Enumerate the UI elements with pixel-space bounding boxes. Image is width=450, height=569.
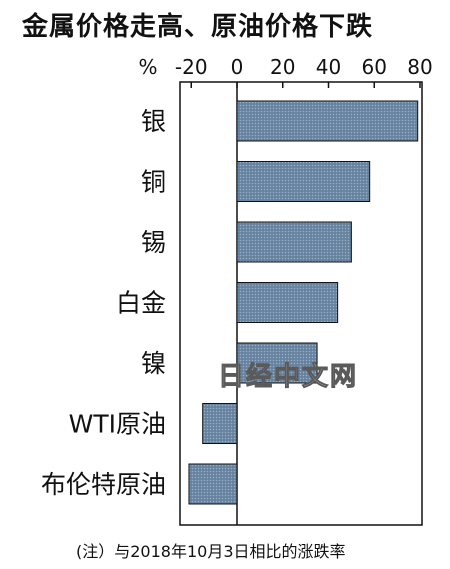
chart-note: (注）与2018年10月3日相比的涨跌率 (76, 542, 346, 561)
x-tick-label: 0 (231, 55, 244, 79)
bar-5 (202, 403, 238, 444)
bar-4 (236, 342, 318, 384)
category-label: 白金 (116, 289, 166, 318)
x-tick-label: 60 (362, 55, 387, 79)
bar-2 (236, 221, 352, 263)
category-label: WTI原油 (69, 410, 166, 439)
bar-0 (236, 100, 419, 142)
category-label: 镍 (141, 349, 166, 378)
chart-title: 金属价格走高、原油价格下跌 (22, 12, 374, 42)
axis-unit-label: % (138, 55, 157, 79)
category-label: 银 (141, 107, 166, 136)
bar-3 (236, 282, 339, 323)
category-label: 锡 (141, 228, 166, 257)
x-tick-label: 40 (316, 55, 341, 79)
x-tick-label: 20 (270, 55, 295, 79)
bar-6 (188, 463, 238, 505)
category-label: 铜 (141, 168, 166, 197)
watermark: 日经中文网 (217, 362, 359, 393)
x-tick-label: 80 (407, 55, 432, 79)
bar-1 (236, 161, 371, 202)
x-tick-label: -20 (175, 55, 208, 79)
category-label: 布伦特原油 (41, 470, 166, 499)
plot-frame (179, 81, 423, 526)
